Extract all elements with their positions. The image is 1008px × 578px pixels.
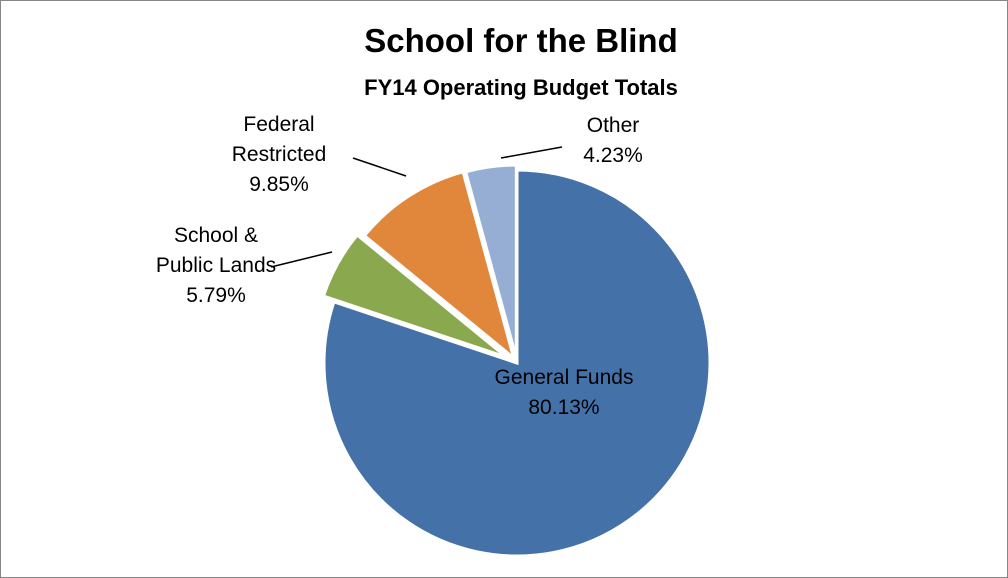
pie-slice-general-funds [322, 168, 712, 558]
slice-label-other: Other 4.23% [583, 114, 643, 167]
pie-slice-federal-restricted [362, 169, 517, 363]
leader-line-federal-restricted [352, 157, 407, 177]
leader-line-other [500, 146, 563, 159]
leader-line-school-and-public-lands [270, 251, 333, 268]
chart-title: School for the Blind [364, 22, 677, 59]
pie-slice-school-and-public-lands [321, 232, 508, 359]
slice-label-federal-restricted: Federal Restricted 9.85% [232, 113, 327, 196]
slice-labels: General Funds 80.13% School & Public Lands 5… [156, 113, 643, 419]
slice-label-school-and-public-lands: School & Public Lands 5.79% [156, 224, 276, 307]
chart-subtitle: FY14 Operating Budget Totals [364, 75, 678, 100]
pie-slices [321, 163, 712, 558]
slice-label-general-funds: General Funds 80.13% [495, 366, 634, 419]
leader-lines [270, 146, 563, 268]
pie-slice-other [463, 163, 518, 359]
